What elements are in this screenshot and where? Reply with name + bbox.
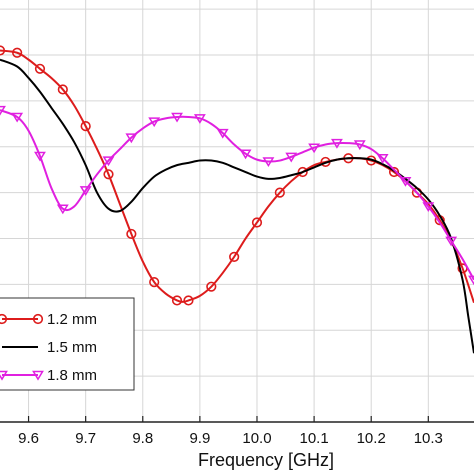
x-axis-ticks: 9.6 9.7 9.8 9.9 10.0 10.1 10.2 10.3: [18, 416, 443, 447]
data-point: [399, 176, 412, 187]
data-point: [468, 275, 474, 286]
x-axis-title: Frequency [GHz]: [198, 450, 334, 470]
x-tick-label: 10.1: [299, 430, 328, 447]
x-tick-label: 10.2: [357, 430, 386, 447]
data-point: [353, 140, 366, 151]
x-tick-label: 9.8: [132, 430, 153, 447]
data-point: [262, 157, 275, 168]
legend-entry-2: 1.8 mm: [0, 367, 97, 384]
data-point: [125, 133, 138, 144]
x-tick-label: 9.7: [75, 430, 96, 447]
data-point: [171, 295, 183, 306]
data-point: [285, 152, 298, 163]
legend-entry-1: 1.5 mm: [2, 339, 97, 356]
data-point: [331, 138, 343, 149]
legend-label: 1.5 mm: [47, 339, 97, 356]
data-point: [171, 112, 183, 123]
data-point: [148, 117, 161, 128]
data-point: [308, 143, 321, 154]
legend-marker: [32, 313, 44, 325]
legend-marker: [0, 313, 8, 325]
series-line-0: [0, 49, 474, 304]
data-point: [103, 169, 114, 180]
data-point: [216, 128, 229, 139]
data-point: [388, 166, 400, 178]
data-point: [34, 151, 46, 162]
data-point: [102, 156, 115, 167]
x-tick-label: 10.0: [242, 430, 271, 447]
data-point: [297, 166, 308, 178]
data-point: [193, 114, 206, 124]
legend-marker: [32, 370, 44, 381]
series-layer: [0, 45, 474, 354]
series-line-1: [0, 58, 474, 354]
data-point: [0, 45, 6, 56]
series-0: [0, 45, 474, 306]
data-point: [251, 217, 263, 228]
data-point: [376, 154, 389, 164]
data-point: [149, 276, 160, 288]
data-point: [239, 149, 252, 160]
legend-label: 1.2 mm: [47, 311, 97, 328]
data-point: [12, 47, 23, 58]
legend: 1.2 mm 1.5 mm 1.8 mm: [0, 297, 135, 391]
series-1: [0, 58, 474, 354]
legend-label: 1.8 mm: [47, 367, 97, 384]
data-point: [206, 281, 217, 292]
data-point: [80, 121, 91, 132]
data-point: [79, 186, 92, 196]
legend-entry-0: 1.2 mm: [0, 311, 97, 328]
x-tick-label: 10.3: [414, 430, 443, 447]
x-tick-label: 9.6: [18, 430, 39, 447]
data-point: [11, 112, 24, 123]
data-point: [56, 204, 69, 215]
data-point: [422, 202, 435, 213]
data-point: [57, 84, 68, 95]
data-point: [0, 105, 6, 116]
data-point: [274, 187, 285, 198]
legend-marker: [0, 370, 8, 381]
data-point: [183, 295, 194, 306]
data-point: [229, 251, 240, 262]
data-point: [445, 236, 458, 247]
data-point: [34, 63, 46, 74]
series-2: [0, 105, 474, 286]
x-tick-label: 9.9: [189, 430, 210, 447]
data-point: [126, 228, 137, 240]
